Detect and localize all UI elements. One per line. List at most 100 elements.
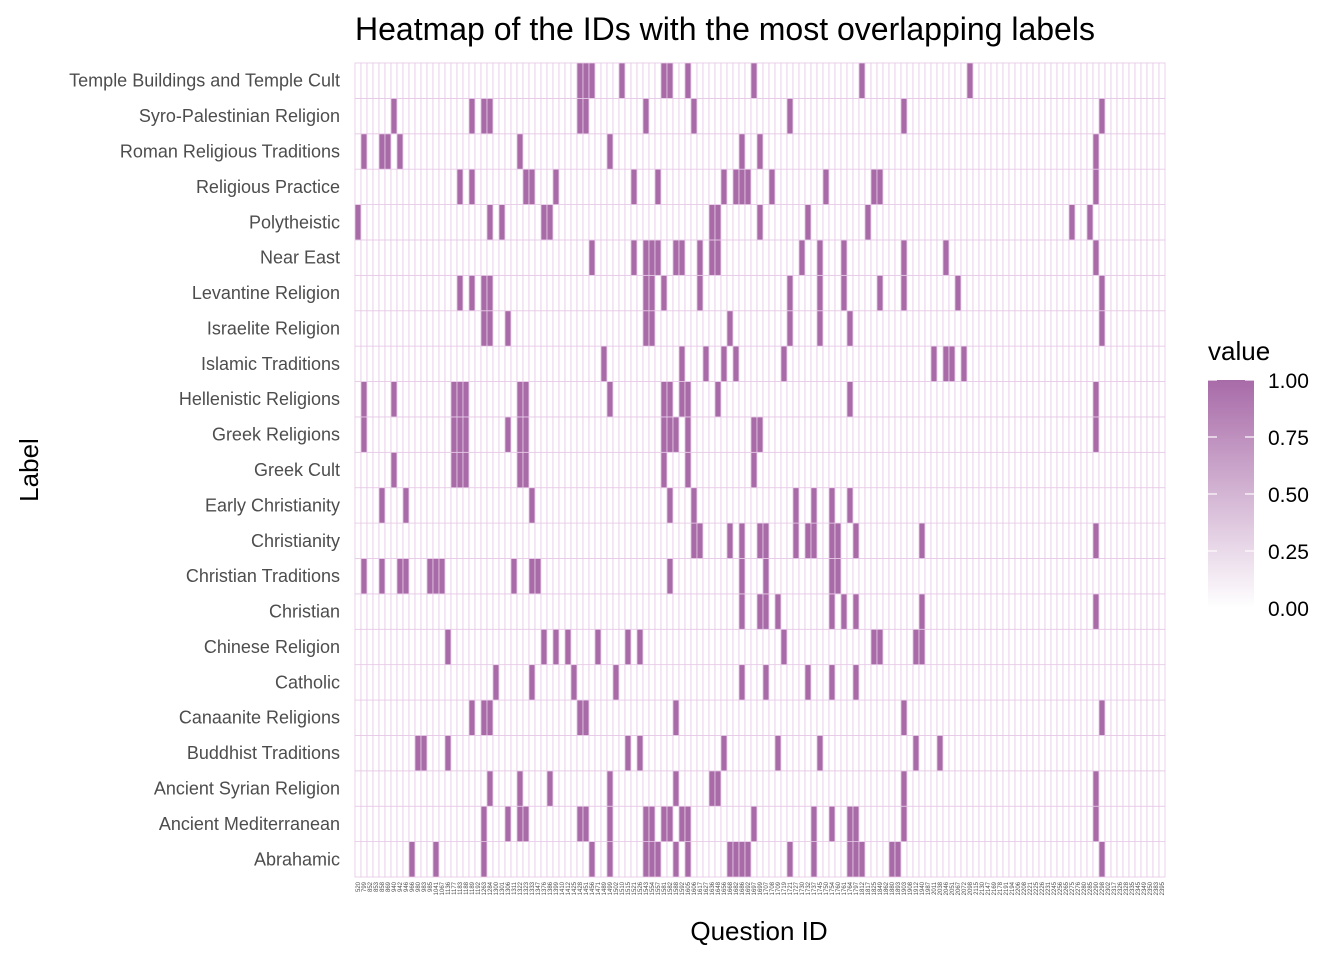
- heatmap-cell: [528, 274, 536, 312]
- heatmap-cell: [828, 735, 836, 772]
- heatmap-cell: [1098, 345, 1106, 382]
- legend-tick-label: 0.75: [1268, 427, 1309, 450]
- heatmap-cell: [480, 699, 488, 736]
- heatmap-cell: [732, 841, 740, 878]
- x-tick-label: 1189: [470, 881, 476, 895]
- heatmap-cell: [720, 593, 728, 630]
- heatmap-cell: [678, 522, 686, 559]
- heatmap-cell: [618, 62, 626, 99]
- x-tick-label: 1636: [710, 881, 716, 895]
- heatmap-cell: [714, 274, 722, 312]
- heatmap-cell: [1026, 451, 1034, 489]
- heatmap-cell: [528, 628, 536, 666]
- heatmap-cell: [618, 735, 626, 772]
- heatmap-cell: [1086, 735, 1094, 772]
- heatmap-cell: [552, 805, 560, 843]
- heatmap-cell: [1140, 522, 1148, 559]
- heatmap-cell: [924, 204, 932, 241]
- heatmap-cell: [948, 204, 956, 241]
- heatmap-cell: [786, 593, 794, 630]
- heatmap-cell: [498, 770, 506, 807]
- heatmap-cell: [1092, 770, 1100, 807]
- heatmap-cell: [720, 239, 728, 276]
- heatmap-cell: [504, 558, 512, 595]
- heatmap-cell: [984, 133, 992, 170]
- heatmap-cell: [660, 62, 668, 99]
- heatmap-cell: [528, 239, 536, 276]
- heatmap-cell: [516, 274, 524, 312]
- heatmap-cell: [942, 62, 950, 99]
- heatmap-cell: [390, 522, 398, 559]
- heatmap-cell: [1122, 628, 1130, 666]
- heatmap-cell: [990, 699, 998, 736]
- heatmap-cell: [918, 664, 926, 701]
- heatmap-cell: [1056, 310, 1064, 347]
- heatmap-cell: [846, 310, 854, 347]
- heatmap-cell: [582, 204, 590, 241]
- heatmap-cell: [1068, 664, 1076, 701]
- heatmap-cell: [954, 381, 962, 418]
- heatmap-cell: [714, 841, 722, 878]
- heatmap-cell: [690, 522, 698, 559]
- heatmap-cell: [840, 451, 848, 489]
- heatmap-cell: [588, 381, 596, 418]
- heatmap-cell: [588, 204, 596, 241]
- heatmap-cell: [426, 699, 434, 736]
- heatmap-cell: [678, 487, 686, 524]
- heatmap-cell: [1002, 770, 1010, 807]
- heatmap-cell: [1110, 699, 1118, 736]
- heatmap-cell: [672, 735, 680, 772]
- x-tick-label: 1697: [752, 881, 758, 895]
- heatmap-cell: [786, 628, 794, 666]
- heatmap-cell: [750, 239, 758, 276]
- heatmap-cell: [1056, 97, 1064, 135]
- heatmap-cell: [1122, 770, 1130, 807]
- heatmap-cell: [630, 204, 638, 241]
- heatmap-cell: [498, 735, 506, 772]
- heatmap-cell: [1098, 310, 1106, 347]
- heatmap-cell: [876, 664, 884, 701]
- heatmap-cell: [996, 204, 1004, 241]
- heatmap-cell: [1128, 97, 1136, 135]
- heatmap-cell: [984, 735, 992, 772]
- heatmap-cell: [570, 345, 578, 382]
- heatmap-cell: [600, 558, 608, 595]
- heatmap-cell: [570, 381, 578, 418]
- heatmap-cell: [660, 133, 668, 170]
- heatmap-cell: [648, 699, 656, 736]
- heatmap-cell: [1014, 381, 1022, 418]
- heatmap-cell: [534, 239, 542, 276]
- heatmap-cell: [1140, 487, 1148, 524]
- heatmap-cell: [546, 487, 554, 524]
- heatmap-cell: [402, 204, 410, 241]
- heatmap-cell: [360, 239, 368, 276]
- heatmap-cell: [720, 274, 728, 312]
- heatmap-cell: [624, 841, 632, 878]
- heatmap-cell: [474, 628, 482, 666]
- heatmap-cell: [972, 62, 980, 99]
- heatmap-cell: [870, 62, 878, 99]
- heatmap-cell: [1056, 628, 1064, 666]
- heatmap-cell: [480, 416, 488, 453]
- heatmap-cell: [948, 841, 956, 878]
- heatmap-cell: [1134, 345, 1142, 382]
- heatmap-cell: [1146, 664, 1154, 701]
- heatmap-cell: [354, 204, 362, 241]
- heatmap-cell: [1026, 593, 1034, 630]
- heatmap-cell: [528, 522, 536, 559]
- heatmap-cell: [408, 841, 416, 878]
- heatmap-cell: [1080, 628, 1088, 666]
- heatmap-cell: [720, 628, 728, 666]
- heatmap-cell: [480, 451, 488, 489]
- heatmap-cell: [408, 168, 416, 205]
- heatmap-cell: [774, 345, 782, 382]
- heatmap-cell: [990, 274, 998, 312]
- heatmap-cell: [408, 735, 416, 772]
- y-tick-label: Temple Buildings and Temple Cult: [69, 71, 340, 91]
- heatmap-cell: [822, 770, 830, 807]
- heatmap-cell: [1104, 628, 1112, 666]
- heatmap-cell: [858, 628, 866, 666]
- heatmap-cell: [750, 487, 758, 524]
- heatmap-cell: [588, 805, 596, 843]
- x-tick-label: 1410: [560, 881, 566, 895]
